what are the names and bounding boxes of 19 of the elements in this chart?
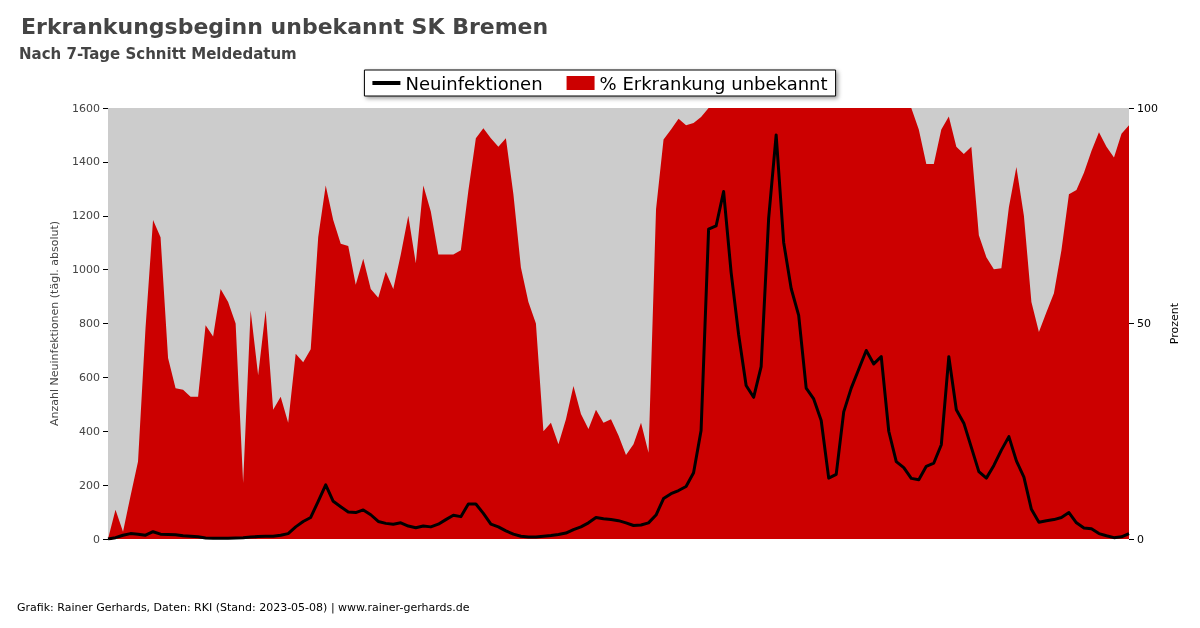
y2-tick-label: 50 bbox=[1137, 317, 1151, 330]
y-tick-label: 1200 bbox=[72, 209, 100, 223]
y-tick-label: 200 bbox=[79, 478, 100, 492]
y2-tick-label: 100 bbox=[1137, 101, 1158, 115]
legend-label: % Erkrankung unbekannt bbox=[599, 72, 828, 94]
legend-label: Neuinfektionen bbox=[405, 72, 543, 94]
chart-title: Erkrankungsbeginn unbekannt SK Bremen bbox=[21, 13, 549, 39]
y-tick-label: 400 bbox=[79, 424, 100, 438]
y-tick-label: 0 bbox=[93, 532, 100, 546]
y-tick-label: 800 bbox=[79, 317, 100, 330]
y-tick-label: 600 bbox=[79, 370, 100, 384]
text: Grafik: Rainer Gerhards, Daten: RKI (Stand: 2023-05-08) | www.rainer-gerhards.de bbox=[17, 601, 470, 614]
y-axis-title: Anzahl Neuinfektionen (tägl. absolut) bbox=[48, 220, 61, 427]
y-tick-label: 1400 bbox=[72, 155, 100, 169]
y2-axis-title: Prozent bbox=[1167, 302, 1181, 345]
chart-subtitle: Nach 7-Tage Schnitt Meldedatum bbox=[19, 44, 297, 63]
y2-tick-label: 0 bbox=[1137, 532, 1144, 546]
y-tick-label: 1600 bbox=[72, 101, 100, 115]
y-tick-label: 1000 bbox=[72, 263, 100, 277]
